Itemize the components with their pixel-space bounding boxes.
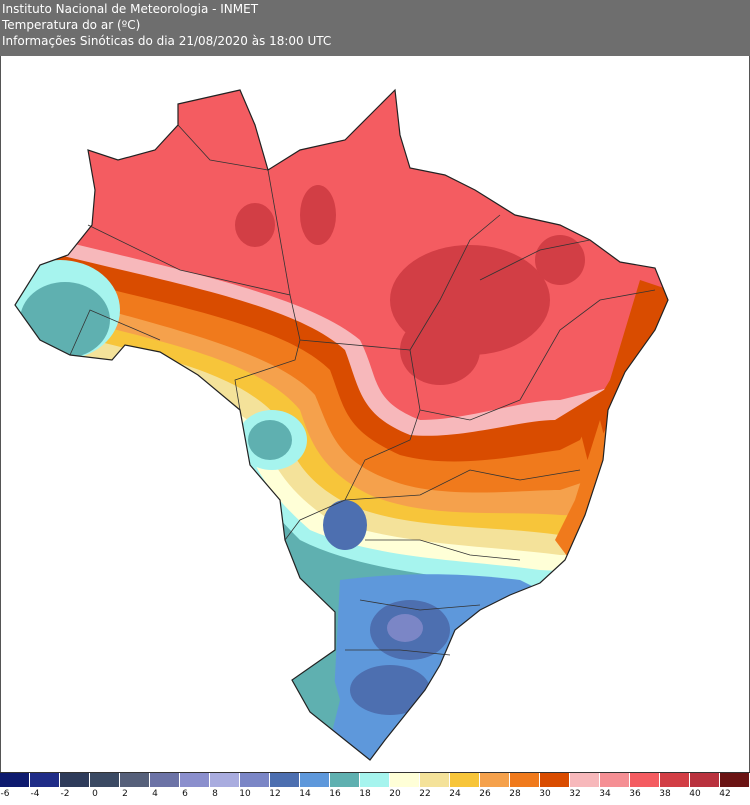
legend-swatch [480,773,510,787]
legend-swatch [660,773,690,787]
legend-tick-label: 36 [629,789,641,799]
legend-swatch [420,773,450,787]
legend-tick-label: 26 [479,789,491,799]
legend-tick-label: 10 [239,789,251,799]
legend-tick-label: 8 [212,789,218,799]
legend-tick-label: 6 [182,789,188,799]
legend-swatch [30,773,60,787]
legend-tick-label: 28 [509,789,521,799]
legend-swatch [630,773,660,787]
color-legend: -6 -4 -2 0 2 4 6 8 10 12 14 16 18 20 22 24 26 28 30 32 34 36 3… [0,772,750,805]
legend-tick-label: 18 [359,789,371,799]
legend-tick-label: 16 [329,789,341,799]
legend-tick-label: 20 [389,789,401,799]
legend-swatch [330,773,360,787]
legend-tick-label: 4 [152,789,158,799]
legend-tick-label: 0 [92,789,98,799]
legend-tick-label: -6 [0,789,10,799]
legend-swatch [390,773,420,787]
legend-swatch [180,773,210,787]
legend-swatch [600,773,630,787]
legend-swatch [450,773,480,787]
legend-tick-label: 12 [269,789,281,799]
legend-tick-label: 2 [122,789,128,799]
temperature-fill [15,90,668,760]
legend-tick-label: 24 [449,789,461,799]
legend-swatch [510,773,540,787]
legend-swatch [540,773,570,787]
institute-title: Instituto Nacional de Meteorologia - INM… [2,2,259,16]
legend-swatch [120,773,150,787]
temperature-map [14,89,669,761]
legend-swatch [210,773,240,787]
variable-title: Temperatura do ar (ºC) [2,18,141,32]
legend-swatch [720,773,750,787]
legend-tick-label: 38 [659,789,671,799]
legend-swatch [270,773,300,787]
legend-tick-label: -2 [60,789,70,799]
legend-tick-label: -4 [30,789,40,799]
legend-swatch [90,773,120,787]
legend-tick-label: 40 [689,789,701,799]
legend-tick-label: 34 [599,789,611,799]
legend-swatch [360,773,390,787]
legend-tick-label: 30 [539,789,551,799]
legend-swatch [690,773,720,787]
state-borders [69,124,656,656]
legend-swatch [0,773,30,787]
map-header: Instituto Nacional de Meteorologia - INM… [0,0,750,56]
legend-swatch [60,773,90,787]
legend-tick-label: 32 [569,789,581,799]
legend-swatch [300,773,330,787]
legend-swatch [150,773,180,787]
legend-tick-label: 14 [299,789,311,799]
legend-tick-label: 42 [719,789,731,799]
date-title: Informações Sinóticas do dia 21/08/2020 … [2,34,332,48]
legend-tick-label: 22 [419,789,431,799]
legend-swatch [570,773,600,787]
legend-swatch [240,773,270,787]
